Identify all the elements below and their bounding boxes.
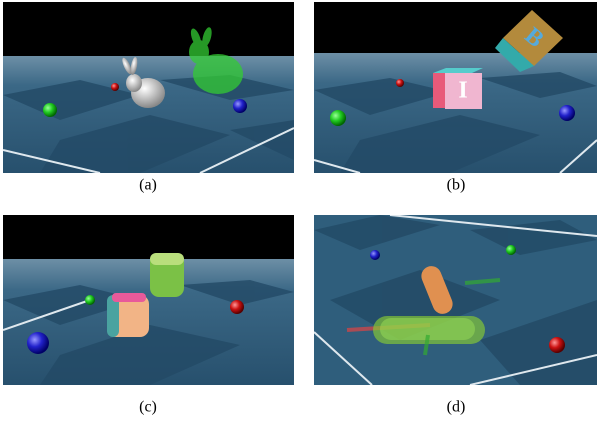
block-letter: I [458,78,467,104]
caption: (c) [139,399,157,416]
panel-c-render [3,215,294,385]
caption: (d) [447,399,466,416]
panel-b-render: I B [314,2,597,173]
caption: (a) [139,177,157,194]
panel-a-render [3,2,294,173]
panel-d-render [314,215,597,385]
caption: (b) [447,177,466,194]
